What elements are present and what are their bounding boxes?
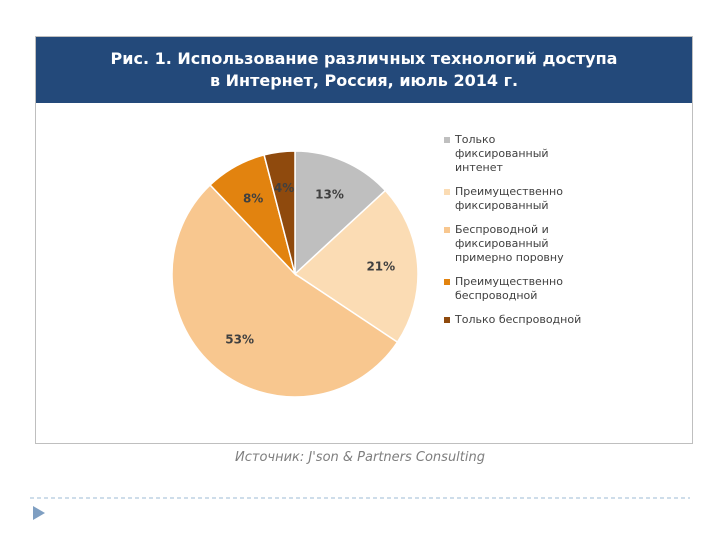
legend-label: Беспроводной и фиксированный примерно по…	[455, 223, 564, 264]
source-note: Источник: J'son & Partners Consulting	[235, 450, 485, 465]
legend-label: Только фиксированный интенет	[455, 133, 549, 174]
legend-item: Только беспроводной	[444, 313, 584, 327]
legend-swatch	[444, 279, 450, 285]
header-band: Рис. 1. Использование различных технолог…	[36, 37, 692, 103]
pie-slice	[263, 150, 296, 275]
legend-label: Преимущественно беспроводной	[455, 275, 563, 302]
pie-slice	[171, 183, 399, 398]
legend-swatch	[444, 227, 450, 233]
legend-item: Только фиксированный интенет	[444, 133, 584, 175]
legend: Только фиксированный интенет Преимуществе…	[444, 133, 584, 337]
data-label: 8%	[243, 191, 263, 205]
data-label: 13%	[315, 188, 344, 202]
data-label: 53%	[225, 332, 254, 346]
legend-swatch	[444, 137, 450, 143]
legend-item: Преимущественно фиксированный	[444, 185, 584, 213]
legend-label: Только беспроводной	[455, 313, 582, 326]
chart-frame: Рис. 1. Использование различных технолог…	[35, 36, 693, 444]
legend-swatch	[444, 189, 450, 195]
legend-label: Преимущественно фиксированный	[455, 185, 563, 212]
legend-swatch	[444, 317, 450, 323]
pie-slice	[293, 189, 419, 344]
legend-item: Беспроводной и фиксированный примерно по…	[444, 223, 584, 265]
legend-item: Преимущественно беспроводной	[444, 275, 584, 303]
pie-slice	[294, 150, 387, 276]
chart-title: Рис. 1. Использование различных технолог…	[110, 49, 618, 90]
data-label: 4%	[274, 181, 294, 195]
data-label: 21%	[366, 260, 395, 274]
